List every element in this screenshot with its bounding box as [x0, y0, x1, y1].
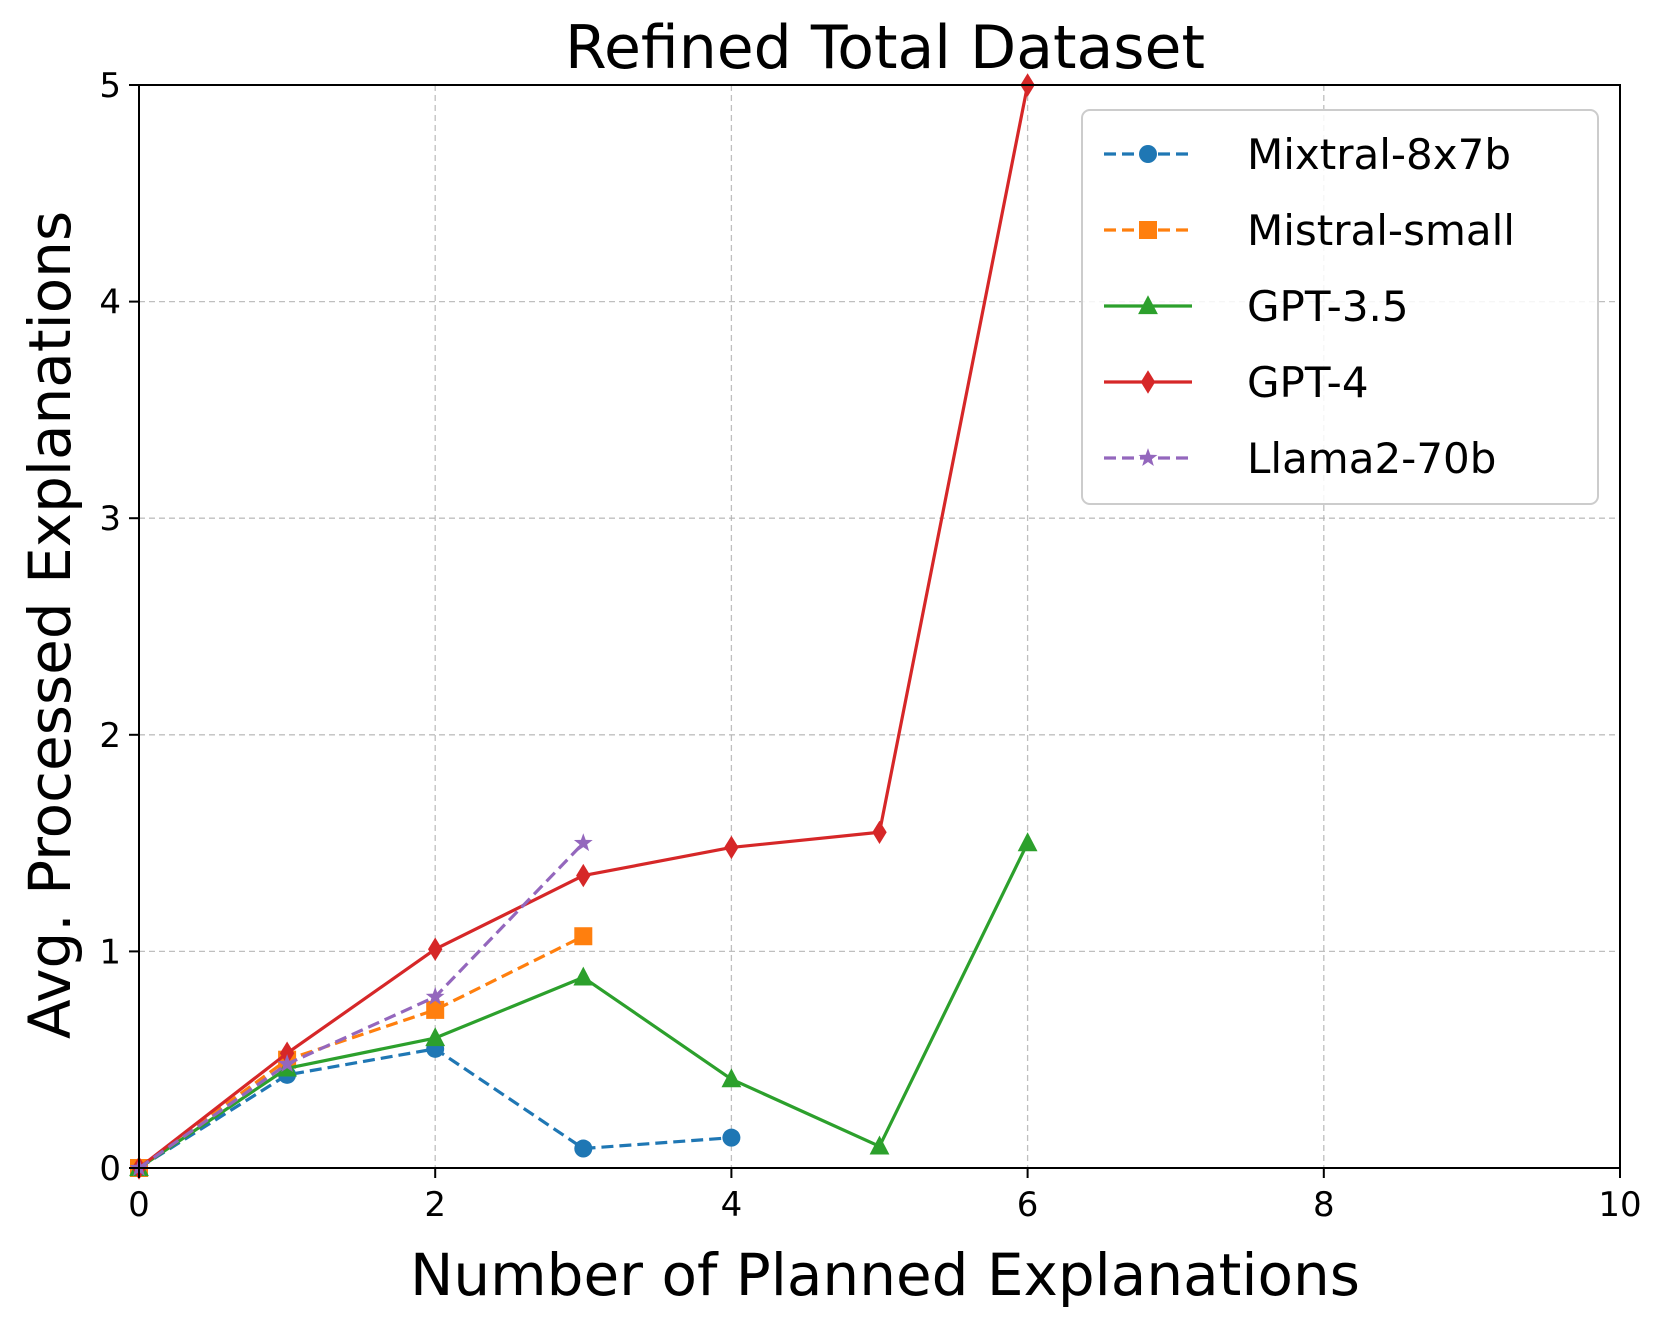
series-line-gpt-4 [138, 84, 1030, 1170]
x-tick-label: 8 [1313, 1185, 1335, 1225]
legend-marker-llama2-70b [1138, 448, 1158, 467]
legend-item-mixtral-8x7b: Mixtral-8x7b [1104, 130, 1511, 179]
x-axis-title: Number of Planned Explanations [410, 1241, 1360, 1309]
legend-item-gpt-4: GPT-4 [1104, 358, 1369, 407]
legend-label-gpt-3-5: GPT-3.5 [1247, 282, 1409, 331]
plot-area-frame [138, 84, 1621, 1169]
y-tick-label: 5 [99, 66, 121, 106]
data-point-gpt-4 [279, 1041, 295, 1065]
data-point-llama2-70b [277, 1054, 297, 1073]
data-point-mixtral-8x7b [574, 1139, 593, 1158]
legend-marker-gpt-3-5 [1138, 295, 1158, 315]
legend-marker-mixtral-8x7b [1139, 145, 1157, 163]
legend-item-mistral-small: Mistral-small [1104, 206, 1515, 255]
data-point-llama2-70b [425, 986, 445, 1005]
series-line-mistral-small [138, 934, 585, 1170]
y-tick-label: 1 [99, 932, 121, 972]
axis-ticks: 0 2 4 6 8 10 0 1 2 3 4 5 [99, 66, 1641, 1225]
data-point-gpt-4 [872, 820, 887, 844]
legend-marker-gpt-4 [1140, 370, 1156, 394]
legend-box [1081, 109, 1599, 505]
series-llama2-70b [129, 833, 593, 1177]
data-point-mixtral-8x7b [722, 1128, 741, 1147]
data-point-gpt-3-5 [425, 1027, 446, 1047]
data-point-llama2-70b [573, 833, 593, 852]
data-point-gpt-3-5 [721, 1068, 742, 1088]
series-line-gpt-3-5 [138, 842, 1030, 1170]
data-point-gpt-4 [724, 835, 739, 860]
data-point-gpt-3-5 [869, 1135, 890, 1155]
y-tick-label: 4 [99, 283, 121, 323]
data-point-gpt-4 [576, 863, 591, 888]
y-tick-label: 2 [99, 716, 121, 756]
data-point-gpt-4 [428, 937, 443, 961]
legend-item-gpt-3-5: GPT-3.5 [1104, 282, 1409, 331]
x-tick-label: 6 [1017, 1185, 1039, 1225]
x-tick-label: 4 [721, 1185, 743, 1225]
legend-item-llama2-70b: Llama2-70b [1104, 434, 1496, 483]
legend-marker-mistral-small [1139, 221, 1157, 239]
data-point-mistral-small [426, 1000, 445, 1019]
data-point-gpt-3-5 [573, 966, 594, 986]
legend-label-mixtral-8x7b: Mixtral-8x7b [1247, 130, 1511, 179]
legend-label-mistral-small: Mistral-small [1247, 206, 1515, 255]
x-tick-label: 2 [424, 1185, 446, 1225]
chart-title: Refined Total Dataset [565, 13, 1205, 83]
y-tick-label: 3 [99, 499, 121, 539]
x-tick-label: 0 [128, 1185, 150, 1225]
x-tick-label: 10 [1598, 1185, 1641, 1225]
series-line-llama2-70b [138, 841, 585, 1170]
y-axis-title: Avg. Processed Explanations [16, 211, 84, 1039]
legend-label-llama2-70b: Llama2-70b [1247, 434, 1496, 483]
data-point-gpt-3-5 [1017, 832, 1038, 852]
legend: Mixtral-8x7b Mistral-small GPT-3.5 GPT-4 Lla… [1081, 109, 1599, 505]
data-point-mistral-small [574, 927, 593, 946]
series-group [129, 73, 1038, 1180]
y-tick-label: 0 [99, 1149, 121, 1189]
series-gpt-4 [131, 73, 1035, 1180]
legend-label-gpt-4: GPT-4 [1247, 358, 1369, 407]
